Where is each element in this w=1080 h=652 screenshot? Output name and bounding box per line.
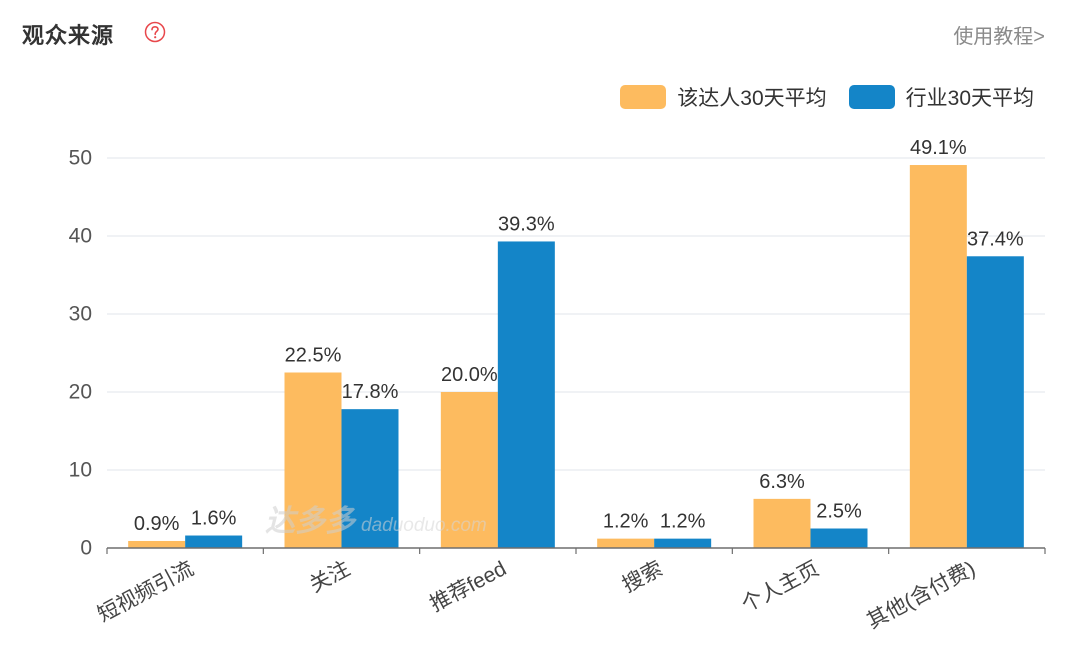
question-circle-icon[interactable]	[144, 21, 166, 43]
data-label-industry-avg: 2.5%	[816, 501, 862, 523]
legend-label-creator-avg: 该达人30天平均	[677, 87, 827, 110]
bar-industry-avg	[185, 535, 243, 548]
data-label-creator-avg: 49.1%	[910, 137, 967, 159]
y-tick-label: 50	[69, 147, 92, 170]
bar-creator-avg	[753, 498, 811, 548]
x-tick-label: 关注	[306, 557, 354, 597]
x-axis-labels: 短视频引流 关注 推荐feed 搜索 个人主页 其他(含付费)	[94, 557, 979, 633]
x-tick-label: 推荐feed	[426, 557, 510, 616]
bar-industry-avg	[341, 409, 399, 548]
x-tick-label: 短视频引流	[94, 557, 198, 627]
gridlines	[107, 157, 1045, 471]
data-label-industry-avg: 1.2%	[660, 511, 706, 533]
chart-legend: 该达人30天平均 行业30天平均	[620, 82, 1034, 112]
bar-creator-avg	[597, 538, 655, 548]
data-label-creator-avg: 22.5%	[285, 345, 342, 367]
bar-industry-avg	[810, 528, 868, 548]
bar-industry-avg	[497, 241, 555, 548]
x-tick-label: 个人主页	[738, 557, 823, 617]
bars	[128, 165, 1024, 548]
bar-industry-avg	[654, 538, 712, 548]
legend-item-industry-avg[interactable]: 行业30天平均	[848, 82, 1034, 112]
data-label-creator-avg: 6.3%	[759, 471, 805, 493]
x-tick-label: 其他(含付费)	[863, 557, 979, 633]
y-axis: 0 10 20 30 40 50	[69, 147, 92, 560]
x-axis	[106, 547, 1046, 554]
y-tick-label: 10	[69, 459, 92, 482]
data-label-industry-avg: 1.6%	[191, 508, 237, 530]
y-tick-label: 20	[69, 381, 92, 404]
data-labels: 0.9% 22.5% 20.0% 1.2% 6.3% 49.1% 1.6% 17.8% 39.3…	[134, 137, 1024, 535]
tutorial-link[interactable]: 使用教程>	[953, 26, 1045, 48]
bar-creator-avg	[284, 372, 342, 548]
data-label-industry-avg: 39.3%	[498, 213, 555, 235]
x-tick-label: 搜索	[619, 557, 667, 597]
page-title: 观众来源	[22, 23, 115, 48]
data-label-industry-avg: 37.4%	[967, 228, 1024, 250]
y-tick-label: 0	[80, 537, 92, 560]
data-label-industry-avg: 17.8%	[342, 381, 399, 403]
data-label-creator-avg: 0.9%	[134, 513, 180, 535]
bar-creator-avg	[440, 392, 498, 548]
data-label-creator-avg: 20.0%	[441, 364, 498, 386]
legend-swatch-industry-avg	[848, 85, 895, 109]
legend-item-creator-avg[interactable]: 该达人30天平均	[620, 82, 827, 112]
legend-label-industry-avg: 行业30天平均	[905, 87, 1034, 110]
bar-creator-avg	[909, 165, 967, 548]
bar-industry-avg	[966, 256, 1024, 548]
legend-swatch-creator-avg	[620, 85, 667, 109]
y-tick-label: 30	[69, 303, 92, 326]
data-label-creator-avg: 1.2%	[603, 511, 649, 533]
y-tick-label: 40	[69, 225, 92, 248]
bar-creator-avg	[128, 540, 186, 548]
